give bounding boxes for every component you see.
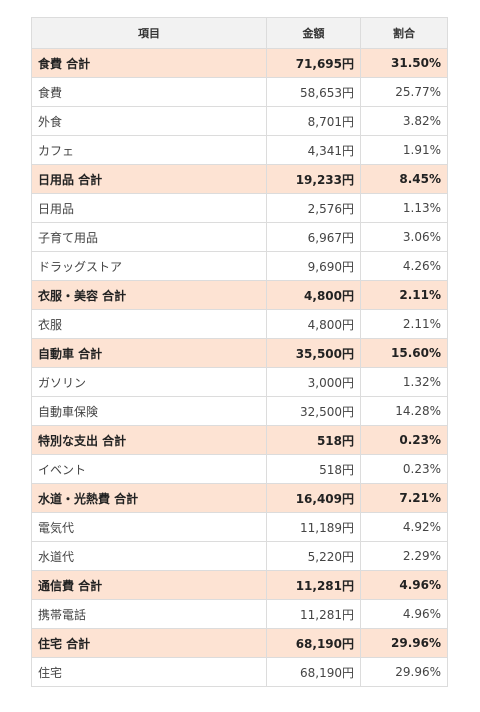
cell-amount: 11,189円: [266, 512, 361, 542]
cell-ratio: 1.13%: [360, 193, 448, 223]
table-row: 水道代 5,220円 2.29%: [31, 541, 448, 571]
cell-name: 衣服: [31, 309, 267, 339]
cell-ratio: 29.96%: [360, 657, 448, 687]
category-total-row: 自動車 合計 35,500円 15.60%: [31, 338, 448, 368]
table-row: 外食 8,701円 3.82%: [31, 106, 448, 136]
column-header-amount[interactable]: 金額: [266, 17, 361, 49]
cell-amount: 8,701円: [266, 106, 361, 136]
cell-name: 特別な支出 合計: [31, 425, 267, 455]
table-row: イベント 518円 0.23%: [31, 454, 448, 484]
table-row: 子育て用品 6,967円 3.06%: [31, 222, 448, 252]
table-header: 項目 金額 割合: [31, 17, 448, 49]
cell-amount: 68,190円: [266, 657, 361, 687]
cell-ratio: 3.82%: [360, 106, 448, 136]
cell-ratio: 4.96%: [360, 570, 448, 600]
cell-amount: 5,220円: [266, 541, 361, 571]
category-total-row: 特別な支出 合計 518円 0.23%: [31, 425, 448, 455]
cell-ratio: 15.60%: [360, 338, 448, 368]
table-row: ドラッグストア 9,690円 4.26%: [31, 251, 448, 281]
cell-name: 子育て用品: [31, 222, 267, 252]
table-row: 衣服 4,800円 2.11%: [31, 309, 448, 339]
cell-name: 水道代: [31, 541, 267, 571]
table-body: 食費 合計 71,695円 31.50% 食費 58,653円 25.77% 外食 8,701…: [31, 48, 448, 687]
cell-amount: 518円: [266, 425, 361, 455]
cell-name: イベント: [31, 454, 267, 484]
column-header-item[interactable]: 項目: [31, 17, 267, 49]
cell-name: 食費: [31, 77, 267, 107]
cell-ratio: 2.11%: [360, 280, 448, 310]
cell-name: 通信費 合計: [31, 570, 267, 600]
table-row: 携帯電話 11,281円 4.96%: [31, 599, 448, 629]
cell-name: 食費 合計: [31, 48, 267, 78]
table-row: 電気代 11,189円 4.92%: [31, 512, 448, 542]
cell-amount: 2,576円: [266, 193, 361, 223]
table-row: 日用品 2,576円 1.13%: [31, 193, 448, 223]
cell-name: 衣服・美容 合計: [31, 280, 267, 310]
cell-ratio: 14.28%: [360, 396, 448, 426]
cell-ratio: 4.26%: [360, 251, 448, 281]
cell-name: 住宅 合計: [31, 628, 267, 658]
expense-table: 項目 金額 割合 食費 合計 71,695円 31.50% 食費 58,653円 25.7…: [31, 17, 448, 687]
cell-ratio: 4.92%: [360, 512, 448, 542]
cell-ratio: 0.23%: [360, 425, 448, 455]
category-total-row: 通信費 合計 11,281円 4.96%: [31, 570, 448, 600]
cell-name: 外食: [31, 106, 267, 136]
cell-amount: 19,233円: [266, 164, 361, 194]
category-total-row: 日用品 合計 19,233円 8.45%: [31, 164, 448, 194]
cell-amount: 68,190円: [266, 628, 361, 658]
cell-amount: 35,500円: [266, 338, 361, 368]
cell-amount: 58,653円: [266, 77, 361, 107]
cell-ratio: 1.32%: [360, 367, 448, 397]
cell-amount: 11,281円: [266, 599, 361, 629]
cell-name: 日用品: [31, 193, 267, 223]
table-row: ガソリン 3,000円 1.32%: [31, 367, 448, 397]
column-header-ratio[interactable]: 割合: [360, 17, 448, 49]
cell-name: 水道・光熱費 合計: [31, 483, 267, 513]
cell-name: 日用品 合計: [31, 164, 267, 194]
cell-name: 自動車 合計: [31, 338, 267, 368]
cell-ratio: 3.06%: [360, 222, 448, 252]
cell-amount: 3,000円: [266, 367, 361, 397]
cell-ratio: 7.21%: [360, 483, 448, 513]
cell-name: 住宅: [31, 657, 267, 687]
cell-ratio: 4.96%: [360, 599, 448, 629]
cell-name: 電気代: [31, 512, 267, 542]
cell-name: 携帯電話: [31, 599, 267, 629]
cell-name: 自動車保険: [31, 396, 267, 426]
cell-amount: 11,281円: [266, 570, 361, 600]
cell-amount: 6,967円: [266, 222, 361, 252]
cell-ratio: 0.23%: [360, 454, 448, 484]
cell-amount: 518円: [266, 454, 361, 484]
cell-amount: 4,800円: [266, 280, 361, 310]
table-row: 食費 58,653円 25.77%: [31, 77, 448, 107]
cell-name: ドラッグストア: [31, 251, 267, 281]
cell-ratio: 25.77%: [360, 77, 448, 107]
header-row: 項目 金額 割合: [31, 17, 448, 49]
category-total-row: 住宅 合計 68,190円 29.96%: [31, 628, 448, 658]
category-total-row: 水道・光熱費 合計 16,409円 7.21%: [31, 483, 448, 513]
cell-amount: 4,800円: [266, 309, 361, 339]
cell-amount: 32,500円: [266, 396, 361, 426]
cell-ratio: 8.45%: [360, 164, 448, 194]
expense-table-container: 項目 金額 割合 食費 合計 71,695円 31.50% 食費 58,653円 25.7…: [31, 17, 448, 687]
table-row: 住宅 68,190円 29.96%: [31, 657, 448, 687]
cell-ratio: 1.91%: [360, 135, 448, 165]
cell-amount: 4,341円: [266, 135, 361, 165]
cell-ratio: 29.96%: [360, 628, 448, 658]
cell-ratio: 31.50%: [360, 48, 448, 78]
cell-name: カフェ: [31, 135, 267, 165]
table-row: 自動車保険 32,500円 14.28%: [31, 396, 448, 426]
cell-amount: 71,695円: [266, 48, 361, 78]
cell-ratio: 2.11%: [360, 309, 448, 339]
table-row: カフェ 4,341円 1.91%: [31, 135, 448, 165]
cell-name: ガソリン: [31, 367, 267, 397]
cell-ratio: 2.29%: [360, 541, 448, 571]
category-total-row: 衣服・美容 合計 4,800円 2.11%: [31, 280, 448, 310]
cell-amount: 16,409円: [266, 483, 361, 513]
category-total-row: 食費 合計 71,695円 31.50%: [31, 48, 448, 78]
cell-amount: 9,690円: [266, 251, 361, 281]
